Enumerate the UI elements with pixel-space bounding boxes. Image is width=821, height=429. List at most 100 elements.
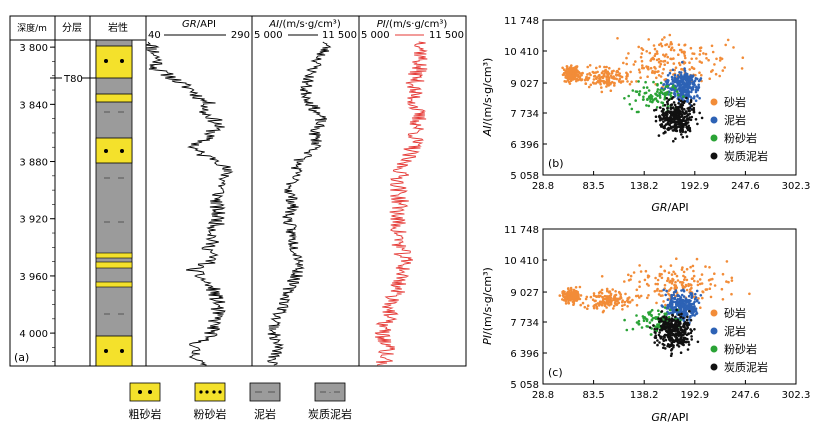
scatter-b-point — [663, 126, 666, 130]
scatter-b-point — [580, 78, 584, 81]
scatter-c-point — [603, 297, 607, 301]
scatter-b-legend-mud: 泥岩 — [724, 113, 746, 127]
ai-min-label: 5 000 — [254, 30, 283, 41]
scatter-c-point — [690, 277, 694, 281]
scatter-b-point — [677, 93, 680, 97]
scatter-c-point — [679, 316, 682, 319]
scatter-b-point — [669, 69, 672, 72]
scatter-b-point — [574, 72, 578, 75]
header-lith: 岩性 — [108, 21, 128, 34]
scatter-b-point — [691, 86, 694, 89]
scatter-c-point — [713, 284, 717, 287]
lith-dot — [104, 149, 108, 153]
scatter-b-point — [689, 46, 693, 50]
scatter-b-point — [584, 77, 588, 81]
scatter-c-point — [631, 298, 634, 302]
scatter-c-point — [682, 308, 686, 311]
scatter-b-point — [688, 116, 691, 119]
scatter-c-point — [647, 313, 651, 316]
scatter-c-point — [697, 297, 700, 300]
scatter-c-ytick-label: 11 748 — [504, 225, 539, 236]
lith-silt-2 — [95, 252, 133, 259]
scatter-b-point — [656, 88, 660, 91]
legend-dot — [199, 390, 203, 394]
scatter-b-legend: 砂岩 泥岩 粉砂岩 炭质泥岩 — [710, 95, 768, 163]
scatter-c-point — [583, 305, 587, 309]
scatter-c-point — [667, 292, 670, 296]
scatter-b-point — [690, 78, 693, 82]
scatter-c-point — [647, 294, 650, 297]
scatter-c-point — [621, 304, 624, 308]
scatter-c-point — [689, 328, 692, 331]
scatter-c-point — [689, 318, 693, 322]
lith-dot — [120, 59, 124, 63]
scatter-c-point — [589, 295, 593, 299]
scatter-b-point — [640, 59, 644, 63]
scatter-c-point — [606, 289, 609, 292]
scatter-b-point — [678, 119, 681, 122]
scatter-b-point — [697, 79, 701, 83]
scatter-c-point — [612, 307, 615, 310]
scatter-c-point — [689, 288, 692, 291]
scatter-b-point — [683, 69, 687, 72]
scatter-b-point — [690, 108, 694, 111]
scatter-b-point — [618, 77, 622, 81]
scatter-c-point — [696, 280, 700, 283]
scatter-c-point — [662, 325, 665, 329]
scatter-b-point — [682, 122, 686, 126]
scatter-b-point — [642, 86, 646, 89]
scatter-c-point — [704, 265, 707, 268]
scatter-c-point — [572, 303, 575, 307]
scatter-c-point — [674, 290, 677, 294]
scatter-c-point — [664, 293, 667, 297]
scatter-b-point — [656, 52, 659, 55]
scatter-c-point — [655, 301, 658, 305]
scatter-b-point — [652, 80, 655, 84]
scatter-c-point — [666, 298, 670, 302]
scatter-b-point — [689, 86, 692, 89]
scatter-c-point — [685, 288, 689, 292]
scatter-c-point — [657, 313, 661, 316]
scatter-b-point — [698, 96, 701, 100]
scatter-c-point — [598, 302, 601, 305]
scatter-b-point — [669, 114, 673, 117]
scatter-c-point — [592, 306, 596, 310]
scatter-b-point — [603, 81, 606, 84]
scatter-c-point — [574, 286, 578, 289]
scatter-b-point — [657, 134, 661, 137]
scatter-b-point — [638, 90, 642, 93]
scatter-b-point — [682, 111, 686, 115]
scatter-b-point — [606, 70, 609, 74]
scatter-c-point — [669, 339, 672, 342]
scatter-b-point — [714, 72, 718, 76]
scatter-b-point — [580, 74, 583, 77]
scatter-c-point — [700, 273, 704, 276]
scatter-b-point — [689, 95, 692, 99]
scatter-b-point — [671, 106, 675, 109]
scatter-c-point — [668, 303, 672, 306]
scatter-c-point — [682, 325, 686, 329]
scatter-c-point — [666, 324, 669, 328]
scatter-c-point — [683, 278, 686, 282]
scatter-b-ylabel-name: AI — [481, 126, 494, 138]
lith-coarse-sand-3 — [95, 335, 133, 367]
scatter-b-point — [692, 110, 696, 114]
scatter-c-point — [721, 298, 725, 301]
scatter-b-point — [688, 102, 691, 105]
gr-curve — [146, 41, 234, 366]
scatter-b-point — [665, 43, 669, 46]
scatter-b-point — [666, 90, 669, 94]
scatter-b-point — [693, 79, 697, 82]
scatter-b-point — [566, 74, 569, 77]
scatter-c-point — [677, 313, 681, 317]
legend-siltstone: 粉砂岩 — [194, 382, 227, 421]
scatter-c-point — [658, 331, 661, 334]
scatter-c-point — [682, 274, 685, 278]
scatter-b-point — [657, 74, 661, 77]
scatter-c-point — [648, 321, 652, 324]
scatter-c-point — [570, 288, 573, 291]
scatter-c-point — [725, 260, 729, 263]
scatter-b-point — [576, 70, 580, 74]
scatter-c-point — [659, 317, 662, 321]
scatter-b-legend-sand: 砂岩 — [724, 95, 746, 109]
